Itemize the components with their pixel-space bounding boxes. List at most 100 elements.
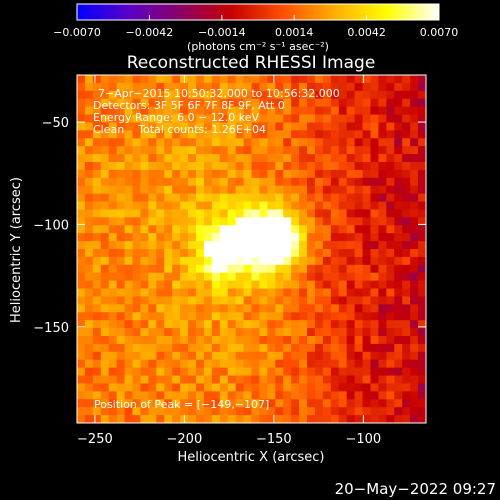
heatmap-pixel — [211, 209, 221, 218]
heatmap-pixel — [156, 359, 165, 369]
heatmap-pixel — [314, 296, 324, 305]
heatmap-pixel — [124, 359, 134, 369]
heatmap-pixel — [418, 82, 426, 92]
heatmap-pixel — [227, 304, 237, 313]
heatmap-pixel — [140, 154, 149, 163]
heatmap-pixel — [203, 114, 213, 124]
heatmap-pixel — [132, 146, 142, 155]
heatmap-pixel — [211, 415, 221, 423]
heatmap-pixel — [386, 241, 395, 250]
heatmap-pixel — [370, 264, 380, 274]
heatmap-pixel — [299, 328, 308, 337]
heatmap-pixel — [188, 367, 197, 377]
heatmap-pixel — [307, 169, 316, 179]
heatmap-pixel — [195, 359, 205, 369]
heatmap-pixel — [291, 114, 300, 124]
heatmap-pixel — [108, 343, 118, 353]
heatmap-pixel — [116, 280, 126, 290]
heatmap-pixel — [211, 249, 221, 258]
heatmap-pixel — [394, 241, 403, 250]
heatmap-pixel — [203, 415, 213, 423]
heatmap-pixel — [275, 375, 284, 385]
heatmap-pixel — [132, 241, 142, 250]
heatmap-pixel — [410, 367, 419, 377]
heatmap-pixel — [283, 201, 292, 211]
heatmap-pixel — [346, 169, 356, 179]
heatmap-pixel — [148, 296, 157, 305]
heatmap-pixel — [322, 75, 332, 84]
heatmap-pixel — [322, 201, 332, 211]
heatmap-pixel — [330, 201, 340, 211]
heatmap-pixel — [219, 185, 229, 195]
heatmap-pixel — [338, 312, 348, 321]
heatmap-pixel — [219, 343, 229, 353]
heatmap-pixel — [322, 193, 332, 203]
heatmap-pixel — [92, 407, 102, 416]
heatmap-pixel — [219, 367, 229, 377]
heatmap-pixel — [243, 193, 253, 203]
heatmap-pixel — [283, 177, 292, 187]
heatmap-pixel — [188, 272, 197, 282]
heatmap-pixel — [227, 415, 237, 423]
heatmap-pixel — [251, 399, 261, 408]
heatmap-pixel — [172, 320, 181, 329]
heatmap-pixel — [307, 233, 316, 242]
heatmap-pixel — [299, 288, 308, 298]
heatmap-pixel — [259, 106, 268, 116]
heatmap-pixel — [172, 304, 181, 313]
heatmap-pixel — [299, 154, 308, 163]
heatmap-pixel — [164, 193, 173, 203]
heatmap-pixel — [84, 415, 94, 423]
heatmap-pixel — [172, 138, 181, 147]
heatmap-pixel — [314, 98, 324, 108]
heatmap-pixel — [418, 162, 426, 171]
heatmap-pixel — [77, 193, 86, 203]
heatmap-pixel — [314, 177, 324, 187]
y-tick-label: −100 — [33, 218, 69, 233]
heatmap-pixel — [211, 272, 221, 282]
heatmap-pixel — [92, 75, 102, 84]
heatmap-pixel — [322, 367, 332, 377]
heatmap-pixel — [330, 185, 340, 195]
heatmap-pixel — [314, 106, 324, 116]
heatmap-pixel — [283, 122, 292, 131]
heatmap-pixel — [243, 296, 253, 305]
heatmap-pixel — [370, 375, 380, 385]
heatmap-pixel — [354, 185, 364, 195]
heatmap-pixel — [299, 272, 308, 282]
heatmap-pixel — [267, 288, 276, 298]
heatmap-pixel — [338, 399, 348, 408]
heatmap-pixel — [386, 177, 395, 187]
heatmap-pixel — [370, 130, 380, 139]
heatmap-pixel — [259, 383, 268, 392]
heatmap-pixel — [418, 367, 426, 377]
heatmap-pixel — [362, 264, 372, 274]
heatmap-pixel — [77, 351, 86, 361]
heatmap-pixel — [322, 82, 332, 92]
heatmap-pixel — [132, 217, 142, 226]
heatmap-pixel — [211, 264, 221, 274]
heatmap-pixel — [172, 75, 181, 84]
heatmap-pixel — [219, 201, 229, 211]
heatmap-pixel — [100, 122, 110, 131]
heatmap-pixel — [100, 114, 110, 124]
heatmap-pixel — [283, 343, 292, 353]
heatmap-pixel — [188, 280, 197, 290]
heatmap-pixel — [188, 82, 197, 92]
heatmap-pixel — [275, 399, 284, 408]
heatmap-pixel — [378, 98, 387, 108]
heatmap-pixel — [132, 138, 142, 147]
heatmap-pixel — [140, 217, 149, 226]
heatmap-pixel — [148, 256, 157, 266]
heatmap-pixel — [402, 106, 411, 116]
heatmap-pixel — [227, 201, 237, 211]
heatmap-pixel — [330, 154, 340, 163]
heatmap-pixel — [354, 320, 364, 329]
heatmap-pixel — [267, 225, 276, 234]
heatmap-pixel — [307, 193, 316, 203]
heatmap-pixel — [195, 130, 205, 139]
heatmap-pixel — [370, 177, 380, 187]
heatmap-pixel — [195, 343, 205, 353]
heatmap-pixel — [330, 264, 340, 274]
heatmap-pixel — [330, 217, 340, 226]
